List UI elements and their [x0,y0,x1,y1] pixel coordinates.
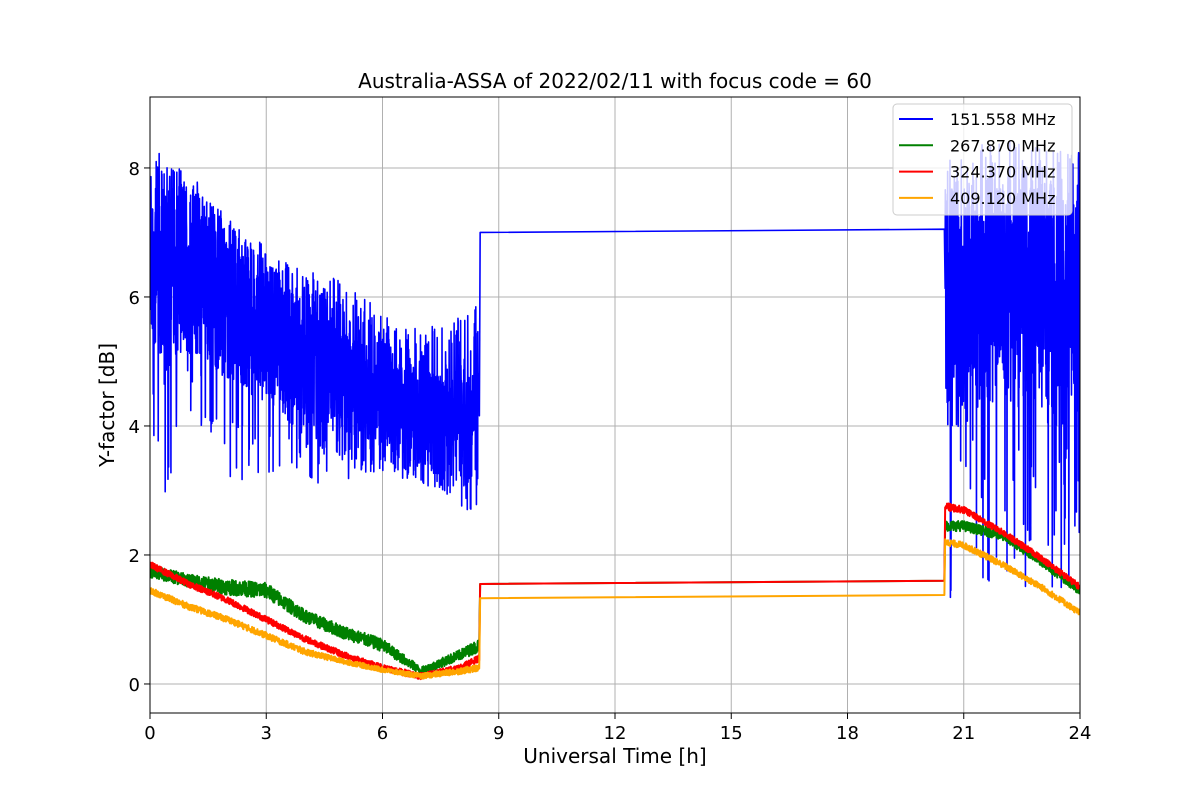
y-tick-label: 4 [129,417,140,438]
x-tick-label: 6 [377,723,388,744]
series-line [150,140,1080,599]
series-151-558-mhz [150,140,1080,599]
x-tick-label: 12 [604,723,627,744]
y-tick-label: 2 [129,546,140,567]
x-axis-label: Universal Time [h] [523,744,706,768]
series-409-120-mhz [150,538,1080,680]
y-axis-label: Y-factor [dB] [95,343,119,468]
legend-label: 409.120 MHz [950,189,1055,208]
plot-series [150,140,1080,681]
x-tick-label: 9 [493,723,504,744]
x-tick-label: 21 [952,723,975,744]
legend-box [892,103,1073,216]
x-tick-label: 0 [144,723,155,744]
y-tick-label: 6 [129,288,140,309]
x-tick-label: 3 [261,723,272,744]
y-tick-label: 8 [129,159,140,180]
x-tick-label: 18 [836,723,859,744]
legend-label: 324.370 MHz [950,163,1055,182]
legend-label: 267.870 MHz [950,136,1055,155]
x-tick-label: 15 [720,723,743,744]
x-tick-label: 24 [1069,723,1092,744]
series-line [150,538,1080,680]
chart-title: Australia-ASSA of 2022/02/11 with focus … [358,69,872,93]
legend: 151.558 MHz 267.870 MHz 324.370 MHz 409.120… [892,103,1073,216]
legend-label: 151.558 MHz [950,110,1055,129]
y-tick-label: 0 [129,675,140,696]
